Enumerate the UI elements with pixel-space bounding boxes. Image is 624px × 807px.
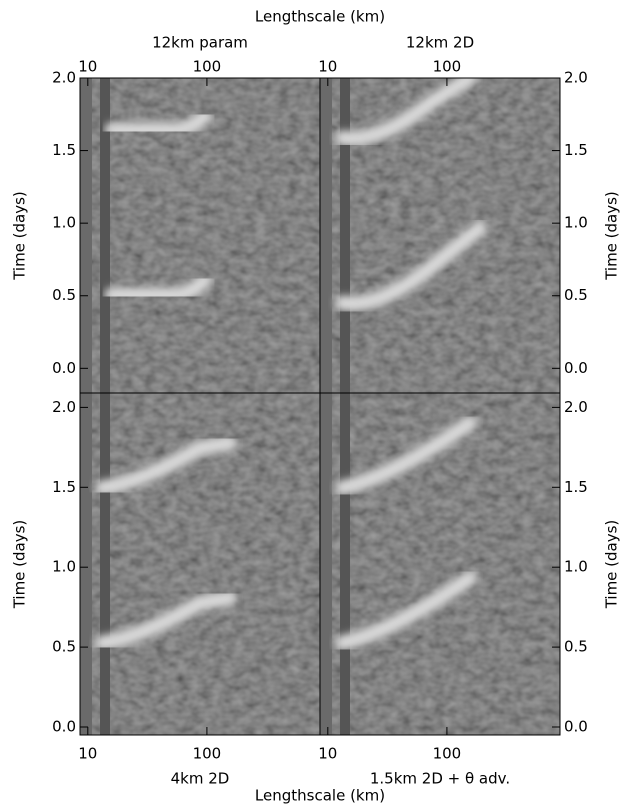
bright-core — [338, 419, 474, 492]
y-tick-label: 1.0 — [564, 558, 588, 576]
bright-core — [108, 112, 209, 134]
y-tick-label: 1.0 — [52, 558, 76, 576]
stripe — [80, 78, 92, 393]
y-tick-label: 1.0 — [564, 214, 588, 232]
panel-title: 12km 2D — [406, 34, 474, 52]
x-tick-label: 100 — [433, 58, 462, 76]
y-tick-label: 0.0 — [564, 359, 588, 377]
y-tick-label: 1.5 — [52, 478, 76, 496]
panel-frame — [319, 392, 561, 736]
y-tick-label: 2.0 — [564, 398, 588, 416]
y-axis-label: Time (days) — [603, 520, 621, 610]
panel-title: 12km param — [152, 34, 248, 52]
heatmap-image — [80, 393, 320, 735]
x-tick-label: 10 — [78, 58, 97, 76]
x-tick-label: 10 — [318, 58, 337, 76]
x-axis-label: Lengthscale (km) — [255, 787, 385, 805]
x-tick-label: 100 — [433, 745, 462, 763]
x-tick-label: 10 — [78, 745, 97, 763]
y-tick-label: 0.0 — [564, 718, 588, 736]
x-tick-label: 100 — [193, 745, 222, 763]
stripe — [100, 78, 110, 393]
heatmap-image — [80, 78, 320, 393]
panel: 10 100 0.0 0.5 1.0 1.5 2.0 4km 2D Lengthscale (k… — [11, 392, 385, 805]
bright-core — [98, 594, 234, 647]
bright-core — [338, 78, 474, 143]
x-tick-label: 10 — [318, 745, 337, 763]
y-axis-label: Time (days) — [603, 191, 621, 281]
heatmap-noise — [320, 78, 560, 393]
y-tick-label: 0.5 — [52, 638, 76, 656]
stripe — [340, 393, 350, 735]
y-axis-label: Time (days) — [11, 191, 29, 281]
stripe — [320, 78, 332, 393]
y-tick-label: 0.5 — [564, 638, 588, 656]
stripe — [340, 78, 350, 393]
panel: 10 100 0.0 0.5 1.0 1.5 2.0 12km 2D Time (days) — [318, 34, 621, 394]
panel: 10 100 0.0 0.5 1.0 1.5 2.0 1.5km 2D + θ adv. Tim… — [318, 392, 621, 788]
panel-title: 1.5km 2D + θ adv. — [370, 770, 510, 788]
y-tick-label: 0.5 — [52, 286, 76, 304]
x-axis-label: Lengthscale (km) — [255, 8, 385, 26]
y-tick-label: 1.5 — [52, 141, 76, 159]
stripe — [100, 393, 110, 735]
bright-core — [338, 224, 484, 308]
y-tick-label: 1.0 — [52, 214, 76, 232]
bright-core — [98, 439, 234, 492]
bright-core — [108, 276, 209, 299]
y-tick-label: 2.0 — [52, 69, 76, 87]
y-tick-label: 0.0 — [52, 359, 76, 377]
stripe — [80, 393, 92, 735]
x-tick-label: 100 — [193, 58, 222, 76]
y-tick-label: 0.0 — [52, 718, 76, 736]
y-tick-label: 1.5 — [564, 141, 588, 159]
y-tick-label: 2.0 — [564, 69, 588, 87]
heatmap-image — [320, 393, 560, 735]
y-tick-label: 1.5 — [564, 478, 588, 496]
y-tick-label: 2.0 — [52, 398, 76, 416]
stripe — [320, 393, 332, 735]
bright-core — [338, 574, 474, 647]
heatmap-image — [320, 78, 560, 393]
y-axis-label: Time (days) — [11, 520, 29, 610]
panel-title: 4km 2D — [171, 770, 230, 788]
y-tick-label: 0.5 — [564, 286, 588, 304]
